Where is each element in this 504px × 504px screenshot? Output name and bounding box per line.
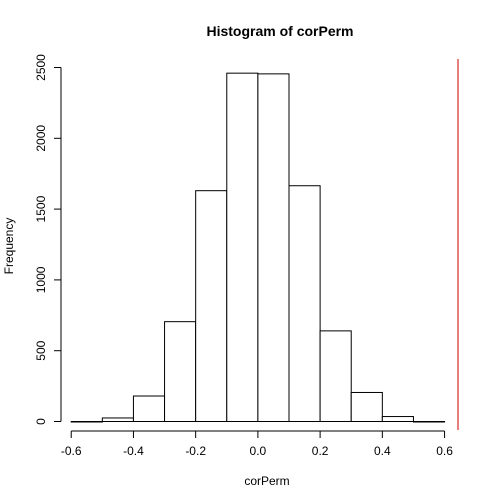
histogram-bar-6 bbox=[257, 73, 290, 423]
histogram-bar-11 bbox=[412, 421, 446, 423]
histogram-bar-2 bbox=[132, 395, 166, 423]
y-axis-label: Frequency bbox=[2, 218, 16, 275]
histogram-bar-5 bbox=[226, 72, 259, 423]
x-tick-label: 0.2 bbox=[312, 444, 329, 458]
histogram-bar-1 bbox=[101, 417, 134, 423]
histogram-bar-9 bbox=[350, 391, 383, 423]
x-tick-label: 0.4 bbox=[374, 444, 391, 458]
y-axis: 0 500 1000 1500 2000 2500 bbox=[34, 54, 62, 425]
histogram-bar-3 bbox=[164, 321, 197, 423]
histogram-bar-7 bbox=[288, 185, 321, 423]
y-tick-label: 2500 bbox=[34, 54, 48, 81]
chart-title: Histogram of corPerm bbox=[206, 23, 353, 39]
histogram-bar-8 bbox=[319, 330, 352, 423]
x-tick-label: -0.2 bbox=[185, 444, 206, 458]
x-tick-label: 0.0 bbox=[250, 444, 267, 458]
histogram-bar-0 bbox=[70, 421, 103, 423]
x-axis-label: corPerm bbox=[244, 474, 289, 488]
histogram-bars bbox=[70, 72, 446, 423]
histogram-bar-4 bbox=[195, 190, 228, 423]
y-tick-label: 2000 bbox=[34, 125, 48, 152]
y-tick-label: 500 bbox=[34, 340, 48, 360]
y-tick-label: 1000 bbox=[34, 266, 48, 293]
histogram-bar-10 bbox=[381, 416, 414, 423]
x-axis: -0.6 -0.4 -0.2 0.0 0.2 0.4 0.6 bbox=[61, 430, 453, 458]
x-tick-label: -0.4 bbox=[123, 444, 144, 458]
y-tick-label: 0 bbox=[34, 418, 48, 425]
x-tick-label: 0.6 bbox=[436, 444, 453, 458]
y-tick-label: 1500 bbox=[34, 195, 48, 222]
x-tick-label: -0.6 bbox=[61, 444, 82, 458]
